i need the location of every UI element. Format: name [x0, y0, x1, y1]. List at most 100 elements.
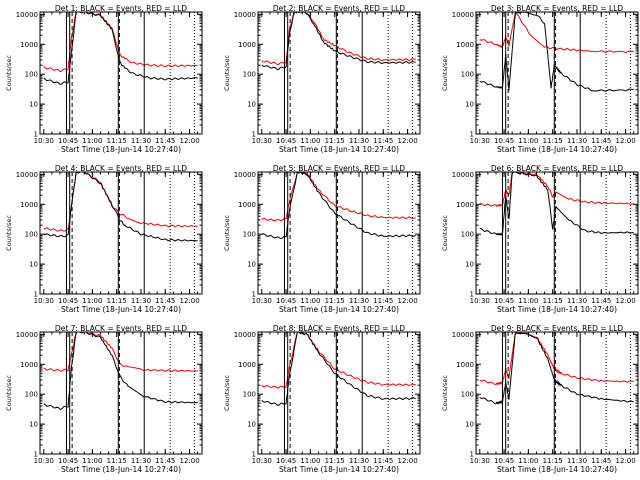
detector-panel-3: Det 3: BLACK = Events, RED = LLD 1 10 100 10…: [441, 4, 639, 154]
y-tick-label: 1000: [456, 201, 474, 209]
panel-title: Det 1: BLACK = Events, RED = LLD: [55, 4, 187, 13]
x-tick-label: 10:30: [252, 297, 272, 305]
axes-frame: [475, 171, 639, 295]
series-line-events: [479, 172, 634, 236]
y-tick-label: 1000: [238, 41, 256, 49]
x-tick-label: 11:30: [567, 457, 587, 465]
axes-frame: [257, 11, 421, 135]
y-tick-label: 1: [34, 451, 38, 459]
x-tick-label: 10:30: [252, 137, 272, 145]
series-line-events: [261, 12, 416, 71]
y-tick-label: 10000: [234, 171, 256, 179]
series-line-lld: [43, 12, 198, 73]
y-tick-label: 10000: [16, 171, 38, 179]
y-tick-label: 10: [29, 101, 38, 109]
y-tick-label: 1000: [20, 201, 38, 209]
x-tick-label: 11:15: [325, 457, 345, 465]
x-tick-label: 10:45: [276, 457, 296, 465]
x-tick-label: 10:45: [58, 137, 78, 145]
axes-frame: [257, 331, 421, 455]
x-tick-label: 11:00: [82, 297, 102, 305]
x-tick-label: 11:15: [325, 137, 345, 145]
axes-frame: [39, 331, 203, 455]
x-tick-label: 12:00: [397, 297, 417, 305]
x-axis-label: Start Time (18-Jun-14 10:27:40): [497, 305, 617, 314]
x-tick-label: 10:30: [470, 297, 490, 305]
y-tick-label: 10: [465, 261, 474, 269]
x-tick-label: 12:00: [179, 297, 199, 305]
y-tick-label: 1000: [238, 361, 256, 369]
y-tick-label: 100: [243, 71, 256, 79]
y-tick-label: 10000: [234, 11, 256, 19]
y-tick-label: 10: [465, 101, 474, 109]
y-tick-label: 1000: [238, 201, 256, 209]
panel-title: Det 9: BLACK = Events, RED = LLD: [491, 324, 623, 333]
x-tick-label: 10:30: [34, 457, 54, 465]
x-tick-label: 12:00: [397, 457, 417, 465]
x-tick-label: 11:30: [349, 297, 369, 305]
x-axis-label: Start Time (18-Jun-14 10:27:40): [61, 305, 181, 314]
y-tick-label: 100: [461, 71, 474, 79]
y-tick-label: 1: [470, 451, 474, 459]
y-tick-label: 10: [29, 261, 38, 269]
x-tick-label: 11:45: [155, 297, 175, 305]
x-tick-label: 12:00: [397, 137, 417, 145]
x-tick-label: 11:30: [567, 137, 587, 145]
x-tick-label: 10:30: [470, 137, 490, 145]
x-tick-label: 11:45: [155, 457, 175, 465]
x-tick-label: 10:45: [276, 297, 296, 305]
x-tick-label: 11:45: [373, 457, 393, 465]
x-tick-label: 10:45: [58, 457, 78, 465]
y-tick-label: 100: [243, 391, 256, 399]
y-axis-label: Counts/sec: [441, 55, 449, 91]
x-tick-label: 11:15: [543, 297, 563, 305]
x-axis-label: Start Time (18-Jun-14 10:27:40): [61, 465, 181, 474]
y-tick-label: 1: [252, 291, 256, 299]
panel-title: Det 8: BLACK = Events, RED = LLD: [273, 324, 405, 333]
x-tick-label: 11:30: [349, 137, 369, 145]
x-tick-label: 11:15: [543, 137, 563, 145]
x-axis-label: Start Time (18-Jun-14 10:27:40): [497, 465, 617, 474]
x-tick-label: 12:00: [179, 137, 199, 145]
x-tick-label: 12:00: [615, 137, 635, 145]
x-axis-label: Start Time (18-Jun-14 10:27:40): [279, 465, 399, 474]
x-tick-label: 10:30: [252, 457, 272, 465]
series-line-lld: [43, 172, 198, 232]
x-tick-label: 12:00: [615, 297, 635, 305]
x-tick-label: 11:30: [131, 137, 151, 145]
series-line-events: [43, 12, 198, 85]
y-tick-label: 1000: [20, 361, 38, 369]
y-axis-label: Counts/sec: [223, 215, 231, 251]
y-tick-label: 10: [29, 421, 38, 429]
y-axis-label: Counts/sec: [223, 375, 231, 411]
detector-panel-5: Det 5: BLACK = Events, RED = LLD 1 10 100 10…: [223, 164, 421, 314]
x-axis-label: Start Time (18-Jun-14 10:27:40): [497, 145, 617, 154]
axes-frame: [39, 171, 203, 295]
x-tick-label: 11:00: [82, 457, 102, 465]
series-line-events: [43, 332, 198, 410]
y-axis-label: Counts/sec: [441, 375, 449, 411]
x-tick-label: 11:00: [300, 297, 320, 305]
x-tick-label: 10:45: [58, 297, 78, 305]
y-axis-label: Counts/sec: [5, 215, 13, 251]
detector-panel-7: Det 7: BLACK = Events, RED = LLD 1 10 100 10…: [5, 324, 203, 474]
detector-panel-2: Det 2: BLACK = Events, RED = LLD 1 10 100 10…: [223, 4, 421, 154]
panel-title: Det 3: BLACK = Events, RED = LLD: [491, 4, 623, 13]
axes-frame: [39, 11, 203, 135]
y-tick-label: 1000: [20, 41, 38, 49]
detector-panel-4: Det 4: BLACK = Events, RED = LLD 1 10 100 10…: [5, 164, 203, 314]
x-tick-label: 12:00: [615, 457, 635, 465]
y-axis-label: Counts/sec: [223, 55, 231, 91]
y-tick-label: 1: [34, 131, 38, 139]
y-axis-label: Counts/sec: [441, 215, 449, 251]
series-line-events: [479, 12, 634, 92]
y-tick-label: 10000: [234, 331, 256, 339]
detector-panel-9: Det 9: BLACK = Events, RED = LLD 1 10 100 10…: [441, 324, 639, 474]
y-axis-label: Counts/sec: [5, 55, 13, 91]
x-tick-label: 10:30: [34, 137, 54, 145]
y-tick-label: 10: [247, 421, 256, 429]
series-line-lld: [479, 172, 634, 207]
y-tick-label: 10: [465, 421, 474, 429]
y-tick-label: 10000: [452, 11, 474, 19]
